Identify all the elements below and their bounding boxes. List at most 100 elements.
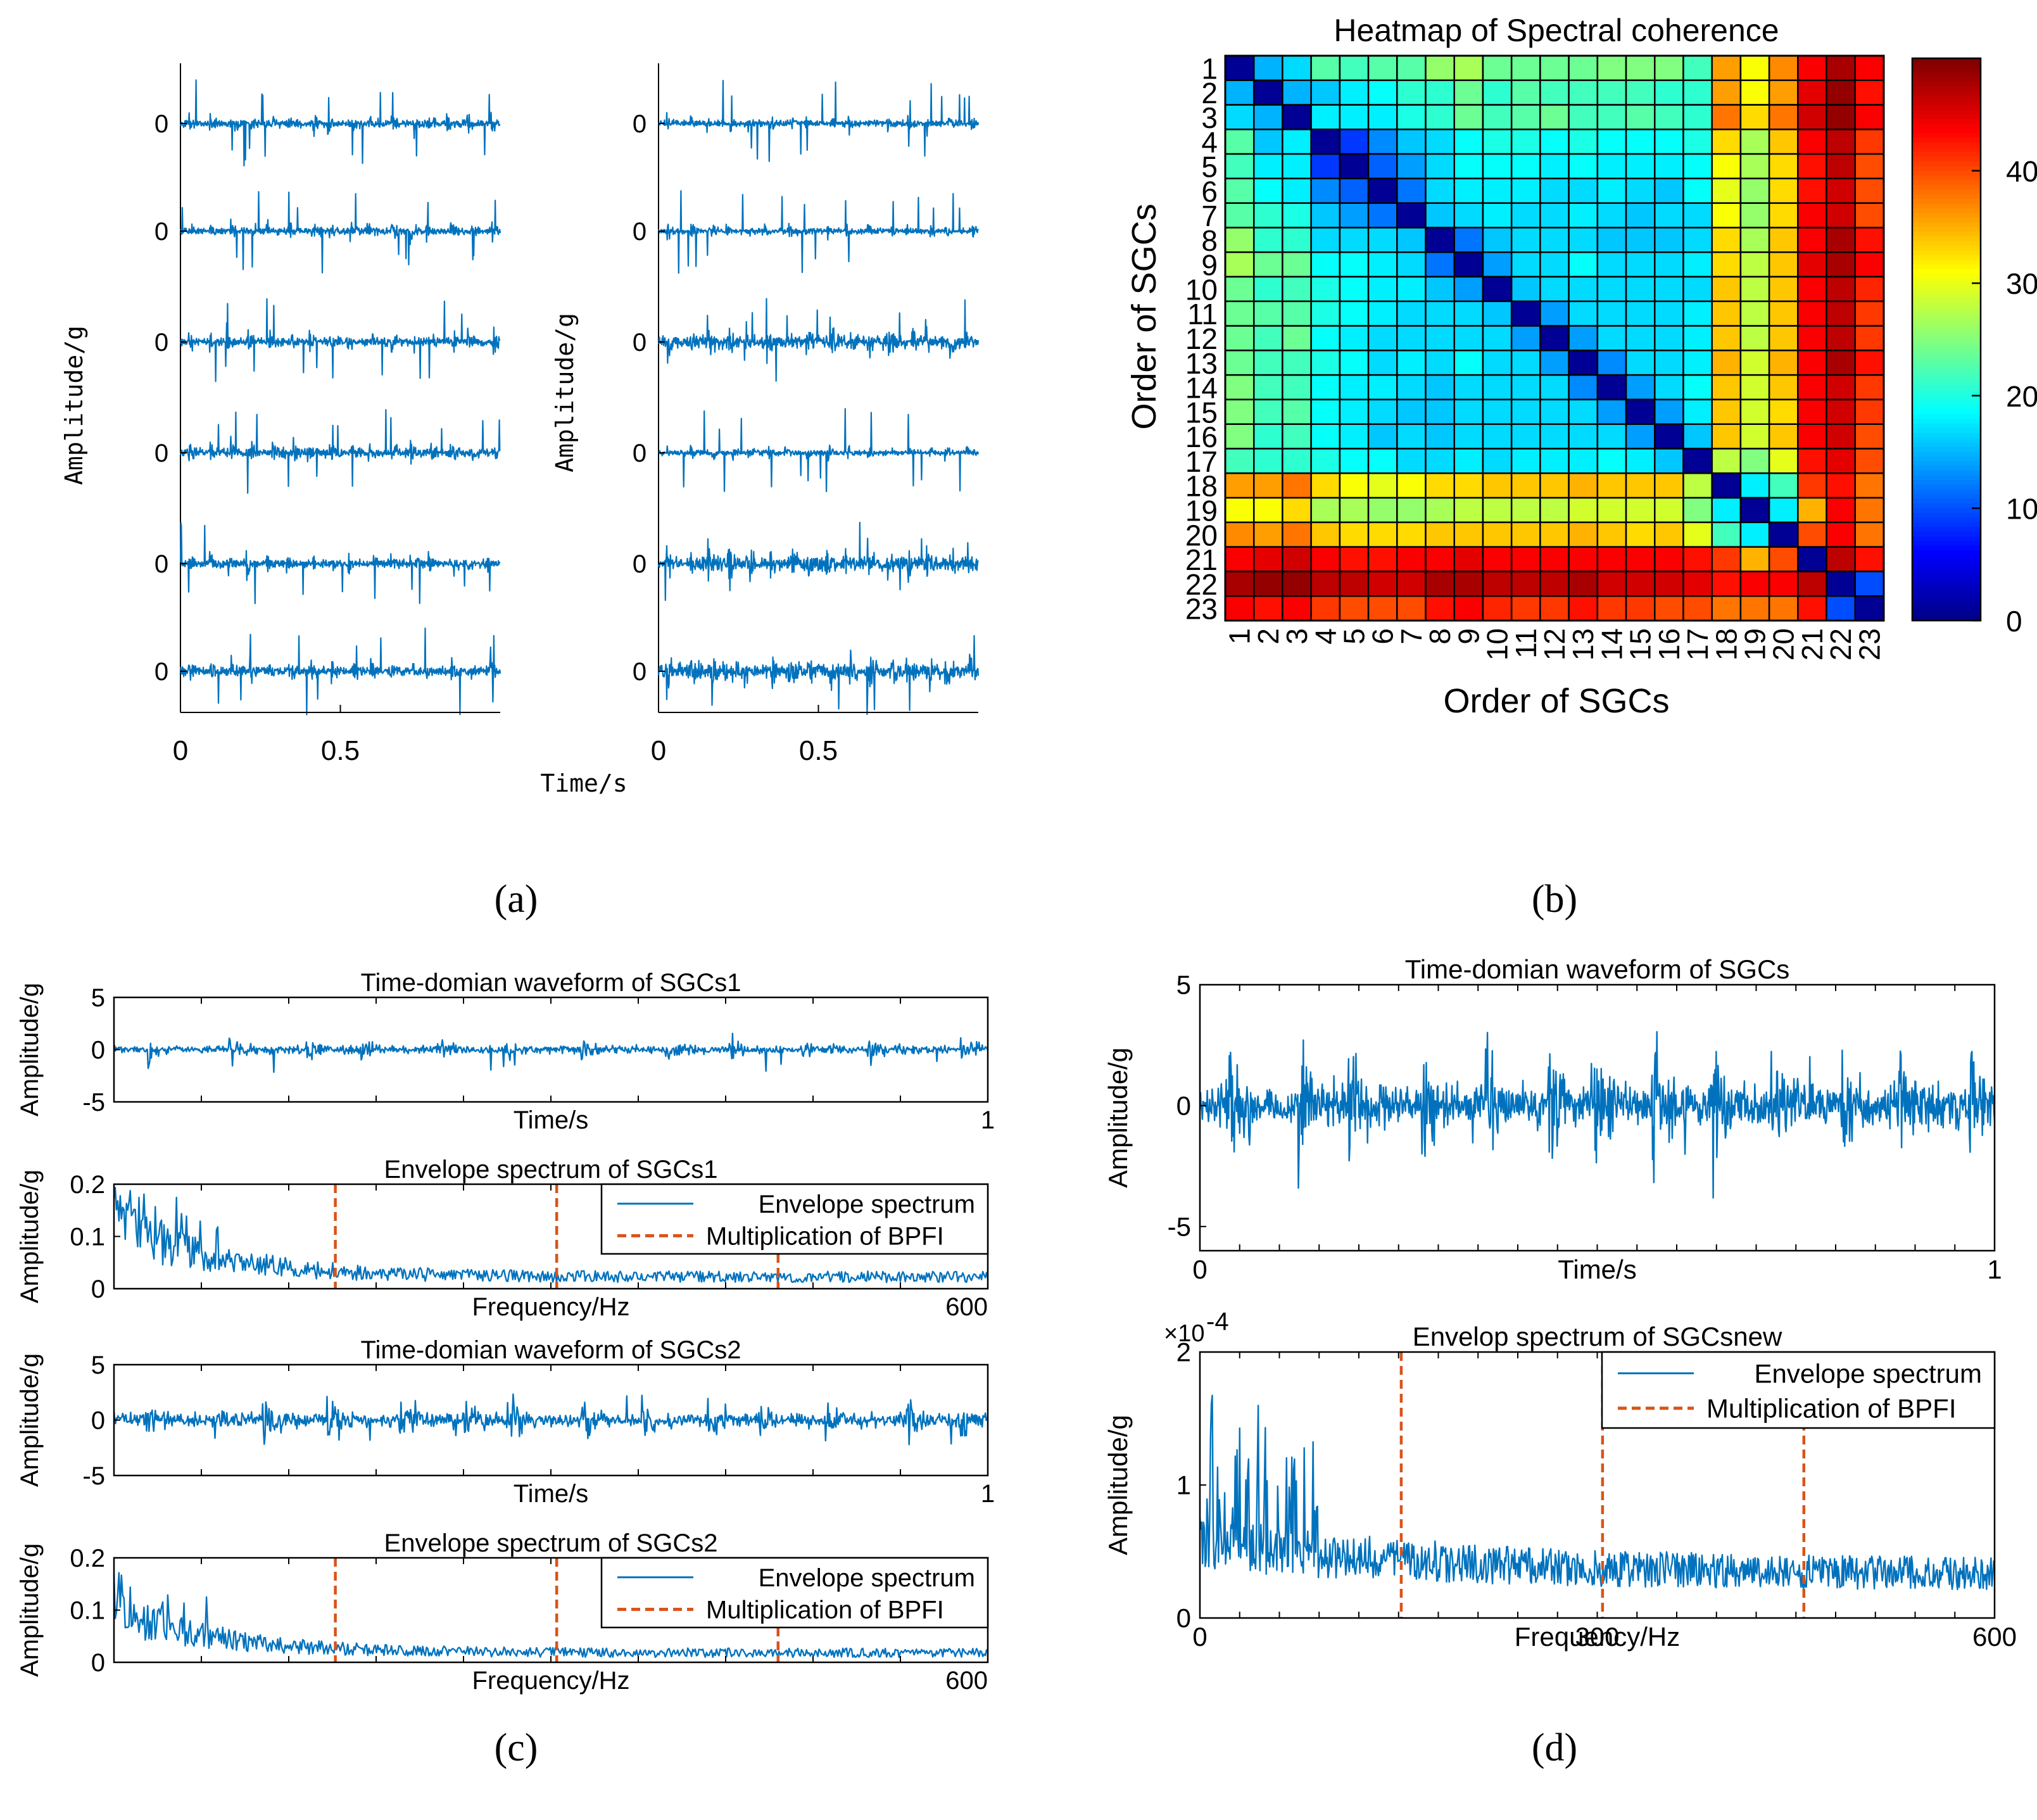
heatmap-cell bbox=[1739, 177, 1770, 204]
heatmap-ytick: 22 bbox=[1185, 568, 1218, 601]
heatmap-cell bbox=[1453, 496, 1484, 524]
colorbar-segment bbox=[1912, 522, 1981, 528]
heatmap-cell bbox=[1367, 153, 1398, 180]
a-waveform-c0-r3 bbox=[179, 408, 501, 494]
heatmap-ytick: 10 bbox=[1185, 273, 1218, 306]
panel-label-a: (a) bbox=[495, 878, 538, 921]
a-waveform-c1-r4 bbox=[657, 521, 979, 602]
heatmap-cell bbox=[1282, 300, 1312, 327]
c1-ytick-label: 0 bbox=[91, 1037, 105, 1065]
heatmap-cell bbox=[1654, 423, 1684, 450]
heatmap-cell bbox=[1826, 227, 1857, 253]
heatmap-cell bbox=[1625, 54, 1656, 82]
heatmap-cell bbox=[1768, 521, 1799, 548]
heatmap-cell bbox=[1826, 153, 1857, 180]
heatmap-cell bbox=[1854, 177, 1885, 204]
heatmap-cell bbox=[1282, 374, 1312, 401]
heatmap-cell bbox=[1539, 423, 1570, 450]
heatmap-cell bbox=[1826, 325, 1857, 351]
d1-xlabel: Time/s bbox=[1558, 1254, 1636, 1284]
c2-signal-line bbox=[113, 1187, 989, 1284]
heatmap-cell bbox=[1539, 350, 1570, 376]
heatmap-cell bbox=[1854, 448, 1885, 474]
heatmap-cell bbox=[1654, 595, 1684, 622]
a-waveform-c1-r1 bbox=[657, 190, 979, 274]
panel-a-ylabel-right: Amplitude/g bbox=[551, 313, 579, 472]
heatmap-cell bbox=[1482, 54, 1513, 82]
heatmap-cell bbox=[1711, 521, 1742, 548]
heatmap-cell bbox=[1854, 300, 1885, 327]
heatmap-ytick: 19 bbox=[1185, 494, 1218, 527]
heatmap-cell bbox=[1625, 595, 1656, 622]
heatmap-cell bbox=[1826, 129, 1857, 155]
heatmap-cell bbox=[1310, 325, 1341, 351]
a-ytick-c0-r4: 0 bbox=[155, 550, 168, 578]
heatmap-cell bbox=[1739, 521, 1770, 548]
heatmap-cell bbox=[1596, 595, 1627, 622]
colorbar-segment bbox=[1912, 512, 1981, 518]
colorbar-segment bbox=[1912, 363, 1981, 369]
heatmap-ytick: 16 bbox=[1185, 420, 1218, 453]
colorbar-segment bbox=[1912, 508, 1981, 514]
heatmap-ytick: 13 bbox=[1185, 347, 1218, 380]
heatmap-cell bbox=[1224, 202, 1255, 229]
colorbar-segment bbox=[1912, 274, 1981, 279]
heatmap-cell bbox=[1252, 54, 1283, 82]
a-ytick-c1-r1: 0 bbox=[633, 218, 646, 246]
heatmap-cell bbox=[1539, 496, 1570, 524]
colorbar-frame bbox=[1911, 57, 1982, 622]
heatmap-cell bbox=[1826, 202, 1857, 229]
a-ytick-c1-r3: 0 bbox=[633, 439, 646, 467]
heatmap-cell bbox=[1539, 202, 1570, 229]
heatmap-cell bbox=[1310, 275, 1341, 303]
heatmap-cell bbox=[1711, 595, 1742, 622]
heatmap-cell bbox=[1282, 472, 1312, 499]
heatmap-xtick: 11 bbox=[1510, 628, 1542, 659]
heatmap-cell bbox=[1768, 79, 1799, 106]
heatmap-cell bbox=[1797, 202, 1827, 229]
heatmap-cell bbox=[1310, 350, 1341, 376]
heatmap-cell bbox=[1568, 251, 1599, 278]
c1-title: Time-domian waveform of SGCs1 bbox=[361, 969, 741, 997]
colorbar-segment bbox=[1912, 114, 1981, 120]
colorbar-segment bbox=[1912, 156, 1981, 162]
heatmap-cell bbox=[1224, 472, 1255, 499]
colorbar-segment bbox=[1912, 494, 1981, 500]
heatmap-cell bbox=[1224, 54, 1255, 82]
heatmap-cell bbox=[1453, 251, 1484, 278]
heatmap-cell bbox=[1739, 374, 1770, 401]
heatmap-cell bbox=[1539, 104, 1570, 130]
d1-ytick-label: -5 bbox=[1168, 1212, 1191, 1242]
heatmap-cell bbox=[1310, 104, 1341, 130]
heatmap-cell bbox=[1453, 325, 1484, 351]
heatmap-cell bbox=[1797, 54, 1827, 82]
heatmap-cell bbox=[1568, 398, 1599, 425]
heatmap-cell bbox=[1425, 177, 1455, 204]
heatmap-cell bbox=[1826, 79, 1857, 106]
heatmap-cell bbox=[1482, 496, 1513, 524]
heatmap-cell bbox=[1854, 54, 1885, 82]
heatmap-xtick: 20 bbox=[1767, 628, 1800, 660]
heatmap-cell bbox=[1568, 227, 1599, 253]
c3-xlabel: Time/s bbox=[514, 1480, 589, 1508]
heatmap-cell bbox=[1224, 300, 1255, 327]
heatmap-cell bbox=[1711, 54, 1742, 82]
heatmap-cell bbox=[1826, 300, 1857, 327]
heatmap-cell bbox=[1367, 398, 1398, 425]
heatmap-cell bbox=[1367, 496, 1398, 524]
colorbar-segment bbox=[1912, 405, 1981, 410]
heatmap-cell bbox=[1425, 496, 1455, 524]
heatmap-cell bbox=[1596, 423, 1627, 450]
heatmap-cell bbox=[1339, 300, 1370, 327]
heatmap-cell bbox=[1711, 350, 1742, 376]
heatmap-cell bbox=[1510, 227, 1541, 253]
heatmap-cell bbox=[1711, 423, 1742, 450]
heatmap-cell bbox=[1482, 202, 1513, 229]
heatmap-cell bbox=[1224, 398, 1255, 425]
colorbar-segment bbox=[1912, 170, 1981, 176]
heatmap-cell bbox=[1539, 79, 1570, 106]
colorbar-segment bbox=[1912, 306, 1981, 312]
colorbar-segment bbox=[1912, 208, 1981, 213]
colorbar-segment bbox=[1912, 400, 1981, 406]
